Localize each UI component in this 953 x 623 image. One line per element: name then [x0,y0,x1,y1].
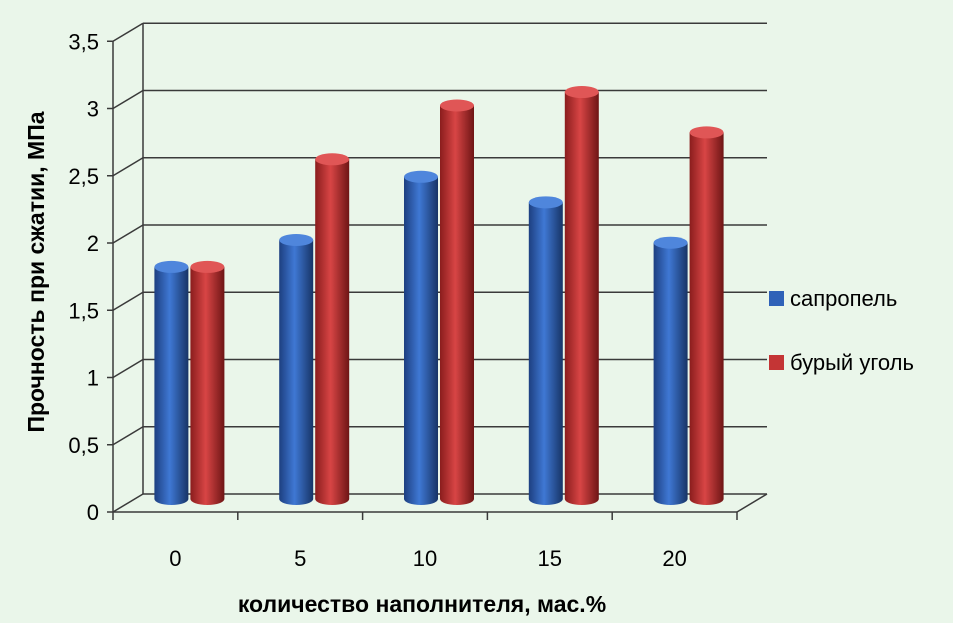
legend-swatch-sapropel [769,291,784,306]
bars [154,86,724,506]
legend-label-sapropel: сапропель [790,286,897,311]
x-tick-label: 15 [538,546,562,571]
gridline-side [112,358,144,379]
x-tick-label: 20 [662,546,686,571]
x-axis-label: количество наполнителя, мас.% [238,591,606,617]
bar-brown-coal-10 [440,99,474,505]
bar-brown-coal-0 [190,260,225,506]
gridline-side [112,224,144,244]
y-tick-label: 0,5 [68,433,99,458]
y-tick-label: 2,5 [68,164,99,189]
gridline-side [112,22,144,42]
x-tick-label: 5 [294,546,306,571]
legend-label-brown-coal: бурый уголь [790,350,914,375]
bar-sapropel-0 [154,260,189,506]
y-tick-label: 1 [87,366,99,391]
y-tick-label: 1,5 [68,298,99,323]
gridline-side [112,426,144,446]
x-tick-label: 0 [169,546,181,571]
tick-labels: 0 0,5 1 1,5 2 2,5 3 3,5 0 5 10 15 20 [68,29,686,571]
legend-swatch-brown-coal [769,355,784,370]
bar-brown-coal-20 [689,126,724,506]
y-tick-label: 3,5 [68,29,99,54]
bar-sapropel-20 [653,236,688,506]
y-tick-label: 3 [87,97,99,122]
gridline-side [112,493,144,513]
y-axis-label: Прочность при сжатии, МПа [23,111,49,432]
gridline-side [112,89,144,110]
bar-brown-coal-5 [315,153,350,506]
axes [107,40,768,520]
y-tick-label: 0 [87,500,99,525]
bar-sapropel-5 [279,234,314,506]
x-tick-label: 10 [413,546,437,571]
legend: сапропель бурый уголь [769,286,914,375]
bar-sapropel-15 [528,196,563,505]
y-tick-label: 2 [87,231,99,256]
gridline-side [112,291,144,311]
gridline-side [112,157,144,177]
bar-sapropel-10 [404,170,438,505]
bar-brown-coal-15 [564,86,599,506]
floor-edge [736,493,768,513]
